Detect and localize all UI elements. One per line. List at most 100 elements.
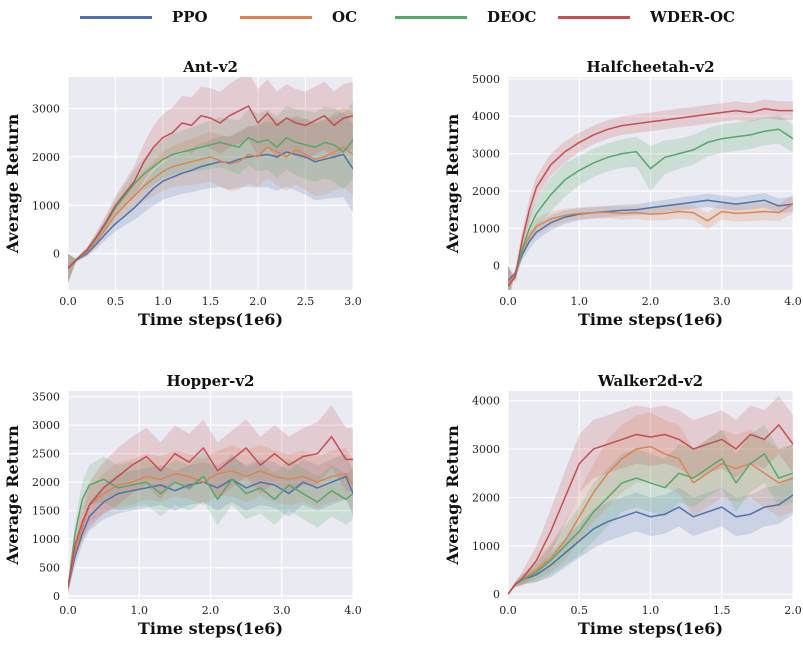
- legend-label-ppo: PPO: [172, 8, 208, 26]
- series-line-wder-oc: [68, 105, 353, 269]
- chart-title: Walker2d-v2: [597, 372, 703, 390]
- y-tick-label: 500: [39, 562, 60, 575]
- y-tick-label: 1500: [32, 505, 60, 518]
- legend-swatch-deoc: [395, 15, 467, 19]
- x-tick-label: 2.0: [202, 604, 220, 617]
- x-axis-label: Time steps(1e6): [138, 310, 283, 329]
- x-tick-label: 0.5: [107, 295, 125, 308]
- x-tick-label: 4.0: [344, 604, 362, 617]
- legend-item-deoc: DEOC: [395, 6, 536, 28]
- band-wder-oc: [508, 99, 793, 290]
- x-tick-label: 2.0: [642, 295, 660, 308]
- series-line-oc: [508, 445, 793, 595]
- x-axis-label: Time steps(1e6): [578, 619, 723, 638]
- x-tick-label: 3.0: [273, 604, 291, 617]
- y-tick-label: 2000: [32, 151, 60, 164]
- band-deoc: [508, 424, 793, 595]
- y-tick-label: 3000: [472, 148, 500, 161]
- y-tick-label: 2000: [472, 491, 500, 504]
- series-line-deoc: [68, 475, 353, 588]
- y-tick-label: 1000: [32, 533, 60, 546]
- series-line-oc: [68, 146, 353, 269]
- x-tick-label: 2.5: [297, 295, 315, 308]
- series-line-deoc: [508, 453, 793, 595]
- band-wder-oc: [68, 77, 353, 283]
- series-line-deoc: [68, 136, 353, 269]
- series-group-walker2d-v2: [508, 395, 793, 595]
- series-group-halfcheetah-v2: [508, 99, 793, 290]
- legend-item-ppo: PPO: [80, 6, 208, 28]
- band-oc: [68, 445, 353, 594]
- x-tick-label: 0.0: [499, 295, 517, 308]
- x-tick-label: 1.0: [571, 295, 589, 308]
- x-tick-label: 1.5: [713, 604, 731, 617]
- y-tick-label: 3000: [472, 443, 500, 456]
- y-tick-label: 2000: [472, 185, 500, 198]
- chart-ant-v2: 0.0 0.5 1.0 1.5 2.0 2.5 3.0 0 1000 2000 3000 Ant-v2…: [3, 58, 362, 329]
- chart-title: Ant-v2: [182, 58, 238, 76]
- y-tick-label: 3000: [32, 419, 60, 432]
- y-tick-label: 1000: [472, 540, 500, 553]
- y-tick-label: 3500: [32, 391, 60, 404]
- x-tick-label: 1.0: [642, 604, 660, 617]
- band-ppo: [508, 475, 793, 595]
- y-tick-label: 1000: [32, 199, 60, 212]
- y-axis-label: Average Return: [3, 425, 22, 566]
- y-tick-label: 0: [53, 248, 60, 261]
- x-tick-label: 1.5: [202, 295, 220, 308]
- band-deoc: [508, 115, 793, 290]
- x-tick-label: 0.0: [499, 604, 517, 617]
- band-deoc: [68, 101, 353, 283]
- chart-title: Halfcheetah-v2: [586, 58, 714, 76]
- x-tick-label: 1.0: [131, 604, 149, 617]
- legend-item-oc: OC: [240, 6, 357, 28]
- series-line-ppo: [508, 199, 793, 282]
- y-tick-label: 4000: [472, 110, 500, 123]
- series-group-ant-v2: [68, 77, 353, 283]
- series-line-wder-oc: [68, 435, 353, 588]
- series-line-ppo: [508, 494, 793, 595]
- series-line-deoc: [508, 128, 793, 287]
- y-tick-label: 0: [53, 590, 60, 603]
- y-tick-label: 2500: [32, 448, 60, 461]
- chart-title: Hopper-v2: [167, 372, 255, 390]
- x-tick-label: 0.0: [59, 604, 77, 617]
- series-group-hopper-v2: [68, 405, 353, 594]
- legend: PPO OC DEOC WDER-OC: [0, 0, 803, 36]
- band-deoc: [68, 450, 353, 594]
- y-axis-label: Average Return: [443, 113, 462, 254]
- x-tick-label: 1.0: [154, 295, 172, 308]
- y-tick-label: 4000: [472, 395, 500, 408]
- legend-swatch-oc: [240, 15, 312, 19]
- y-tick-label: 1000: [472, 222, 500, 235]
- chart-hopper-v2: 0.0 1.0 2.0 3.0 4.0 0 500 1000 1500 2000 2500 3000 3…: [3, 372, 362, 638]
- band-wder-oc: [68, 405, 353, 594]
- legend-label-wder-oc: WDER-OC: [650, 8, 735, 26]
- series-line-wder-oc: [508, 108, 793, 287]
- band-oc: [68, 107, 353, 283]
- x-tick-label: 4.0: [784, 295, 802, 308]
- x-tick-label: 2.0: [249, 295, 267, 308]
- x-axis-label: Time steps(1e6): [138, 619, 283, 638]
- band-oc: [508, 194, 793, 290]
- y-tick-label: 0: [493, 260, 500, 273]
- y-tick-label: 0: [493, 588, 500, 601]
- y-tick-label: 3000: [32, 102, 60, 115]
- band-ppo: [508, 193, 793, 290]
- series-line-wder-oc: [508, 424, 793, 595]
- legend-label-oc: OC: [332, 8, 358, 26]
- x-tick-label: 0.0: [59, 295, 77, 308]
- y-axis-label: Average Return: [443, 425, 462, 566]
- legend-item-wder-oc: WDER-OC: [558, 6, 735, 28]
- series-line-ppo: [68, 151, 353, 269]
- x-axis-label: Time steps(1e6): [578, 310, 723, 329]
- y-tick-label: 5000: [472, 73, 500, 86]
- x-tick-label: 0.5: [571, 604, 589, 617]
- series-line-oc: [68, 470, 353, 588]
- chart-walker2d-v2: 0.0 0.5 1.0 1.5 2.0 0 1000 2000 3000 4000 Walker2d…: [443, 372, 802, 638]
- series-line-oc: [508, 203, 793, 284]
- y-axis-label: Average Return: [3, 113, 22, 254]
- legend-label-deoc: DEOC: [487, 8, 537, 26]
- band-wder-oc: [508, 395, 793, 595]
